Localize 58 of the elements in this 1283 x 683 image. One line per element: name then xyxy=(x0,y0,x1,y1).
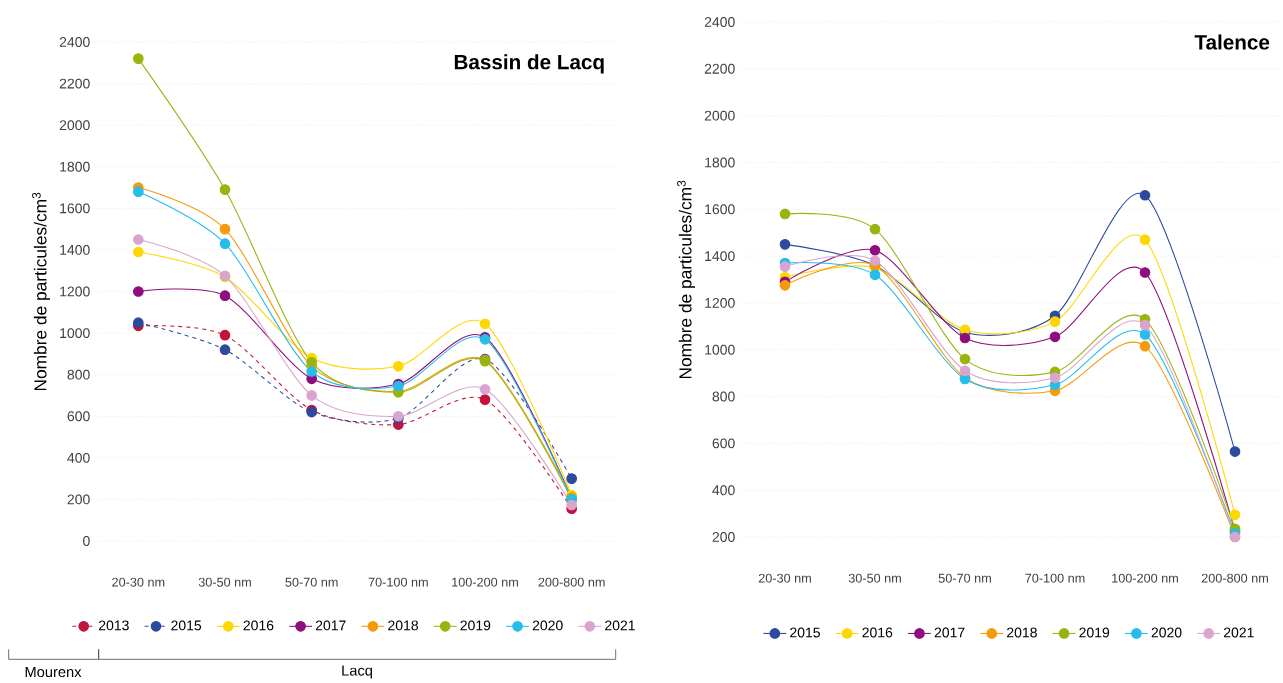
y-tick-label: 1800 xyxy=(60,161,90,172)
y-tick-label: 2400 xyxy=(59,37,90,47)
y-tick-label: 800 xyxy=(67,369,90,380)
y-tick-label: 1000 xyxy=(60,328,90,339)
y-tick-label: 1000 xyxy=(705,344,735,355)
legend-label: 2016 xyxy=(243,620,274,631)
legend-label: 2021 xyxy=(605,620,635,631)
y-tick-label: 2000 xyxy=(59,120,90,131)
legend-label: 2020 xyxy=(532,620,563,631)
legend-label: 2015 xyxy=(790,627,820,638)
y-axis-title: Nombre de particules/cm$^{3}$ xyxy=(677,180,695,379)
x-tick-label: 20-30 nm xyxy=(112,577,165,587)
y-tick-label: 1200 xyxy=(60,286,90,297)
y-tick-label: 2000 xyxy=(704,110,735,121)
x-tick-label: 70-100 nm xyxy=(1025,573,1085,583)
x-tick-label: 30-50 nm xyxy=(198,577,251,587)
y-tick-label: 800 xyxy=(712,391,735,402)
legend-label: 2018 xyxy=(1007,627,1037,638)
x-tick-label: 100-200 nm xyxy=(1112,573,1178,583)
x-tick-label: 20-30 nm xyxy=(758,573,811,583)
x-tick-label: 200-800 nm xyxy=(1201,573,1268,583)
y-tick-label: 400 xyxy=(67,452,90,463)
y-tick-label: 2200 xyxy=(704,63,735,74)
y-tick-label: 600 xyxy=(712,438,735,449)
legend-label: 2021 xyxy=(1223,627,1254,638)
legend-label: 2020 xyxy=(1151,627,1182,638)
y-tick-label: 1800 xyxy=(705,157,735,168)
y-tick-label: 2400 xyxy=(704,17,735,27)
chart-title: Talence xyxy=(1194,34,1270,50)
legend-label: 2016 xyxy=(862,627,893,638)
x-tick-label: 50-70 nm xyxy=(938,573,991,583)
y-tick-label: 400 xyxy=(712,485,735,496)
y-tick-label: 1400 xyxy=(705,251,735,262)
text: Mourenx xyxy=(25,666,82,678)
text: Lacq xyxy=(342,665,372,679)
legend-label: 2013 xyxy=(98,620,129,631)
y-tick-label: 600 xyxy=(67,411,90,422)
x-tick-label: 50-70 nm xyxy=(285,577,338,587)
y-tick-label: 2200 xyxy=(59,78,90,89)
y-tick-label: 1200 xyxy=(705,297,735,308)
legend-label: 2019 xyxy=(460,620,491,631)
x-tick-label: 70-100 nm xyxy=(368,577,428,587)
legend-label: 2018 xyxy=(388,620,419,631)
text: Bassin de Lacq xyxy=(454,54,604,74)
y-axis-title: Nombre de particules/cm$^{3}$ xyxy=(32,192,50,391)
x-tick-label: 100-200 nm xyxy=(452,577,518,587)
x-tick-label: 200-800 nm xyxy=(538,577,605,587)
legend-label: 2017 xyxy=(315,620,346,631)
x-tick-label: 30-50 nm xyxy=(848,573,901,583)
legend-label: 2019 xyxy=(1079,627,1110,638)
y-tick-label: 1400 xyxy=(60,244,90,255)
y-tick-label: 200 xyxy=(712,532,735,542)
y-tick-label: 1600 xyxy=(705,204,735,215)
legend-label: 2017 xyxy=(934,627,965,638)
y-tick-label: 1600 xyxy=(60,203,90,214)
legend-label: 2015 xyxy=(171,620,202,631)
y-tick-label: 0 xyxy=(83,536,90,546)
y-tick-label: 200 xyxy=(67,494,90,505)
